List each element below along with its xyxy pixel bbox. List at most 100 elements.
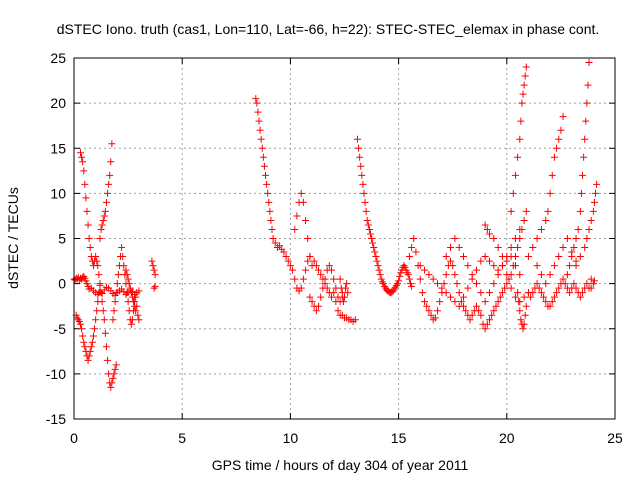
data-point (76, 320, 84, 328)
data-point (395, 277, 403, 285)
y-tick-label: 10 (50, 185, 66, 201)
data-point (122, 266, 130, 274)
data-point (91, 325, 99, 333)
data-point (572, 257, 580, 265)
data-point (304, 257, 312, 265)
data-point (321, 275, 329, 283)
data-point (587, 275, 595, 283)
data-point (362, 207, 370, 215)
data-point (257, 135, 265, 143)
data-point (79, 158, 87, 166)
data-point (533, 280, 541, 288)
data-point (460, 293, 468, 301)
data-point (330, 289, 338, 297)
data-point (80, 338, 88, 346)
data-point (351, 316, 359, 324)
data-point (360, 189, 368, 197)
data-point (107, 383, 115, 391)
data-point (442, 253, 450, 261)
data-point (557, 126, 565, 134)
data-point (442, 271, 450, 279)
data-point (150, 284, 158, 292)
data-point (518, 99, 526, 107)
data-point (483, 225, 491, 233)
data-point (576, 207, 584, 215)
data-point (587, 216, 595, 224)
data-point (498, 262, 506, 270)
data-point (312, 307, 320, 315)
data-point (425, 271, 433, 279)
data-point (81, 180, 89, 188)
data-point (405, 275, 413, 283)
data-point (400, 262, 408, 270)
data-point (112, 289, 120, 297)
data-point (98, 221, 106, 229)
y-axis-label: dSTEC / TECUs (5, 187, 21, 289)
data-point (299, 198, 307, 206)
data-point (293, 212, 301, 220)
data-point (89, 332, 97, 340)
data-point (286, 262, 294, 270)
x-tick-label: 0 (70, 430, 78, 446)
data-point (447, 244, 455, 252)
data-point (583, 99, 591, 107)
data-point (100, 212, 108, 220)
data-point (592, 189, 600, 197)
data-point (101, 329, 109, 337)
data-point (332, 298, 340, 306)
data-point (378, 278, 386, 286)
data-point (590, 198, 598, 206)
data-point (593, 180, 601, 188)
data-point (403, 269, 411, 277)
grid-lines (74, 58, 615, 419)
data-point (312, 262, 320, 270)
data-point (126, 284, 134, 292)
data-point (86, 347, 94, 355)
data-point (537, 225, 545, 233)
data-point (473, 302, 481, 310)
data-point (76, 149, 84, 157)
data-point (80, 272, 88, 280)
data-point (263, 180, 271, 188)
data-point (330, 275, 338, 283)
data-point (100, 316, 108, 324)
data-point (87, 343, 95, 351)
data-point (481, 221, 489, 229)
data-point (494, 244, 502, 252)
data-point (315, 266, 323, 274)
data-point (356, 153, 364, 161)
y-tick-label: -5 (54, 321, 67, 337)
data-point (483, 320, 491, 328)
y-tick-label: -10 (46, 366, 66, 382)
data-point (460, 253, 468, 261)
data-point (262, 171, 270, 179)
data-point (436, 298, 444, 306)
data-point (485, 316, 493, 324)
data-point (130, 298, 138, 306)
data-point (357, 162, 365, 170)
data-point (485, 289, 493, 297)
data-point (102, 343, 110, 351)
data-point (522, 302, 530, 310)
data-point (104, 189, 112, 197)
data-point (119, 253, 127, 261)
data-point (511, 293, 519, 301)
data-point (468, 271, 476, 279)
data-point (451, 271, 459, 279)
y-tick-label: 15 (50, 140, 66, 156)
data-point (521, 311, 529, 319)
data-point (584, 81, 592, 89)
data-point (447, 257, 455, 265)
data-point (306, 293, 314, 301)
data-point (97, 225, 105, 233)
data-point (559, 113, 567, 121)
data-point (114, 271, 122, 279)
data-point (375, 266, 383, 274)
data-point (317, 271, 325, 279)
data-point (477, 257, 485, 265)
data-point (582, 117, 590, 125)
data-point (135, 316, 143, 324)
data-point (488, 311, 496, 319)
data-point (503, 280, 511, 288)
data-point (408, 244, 416, 252)
